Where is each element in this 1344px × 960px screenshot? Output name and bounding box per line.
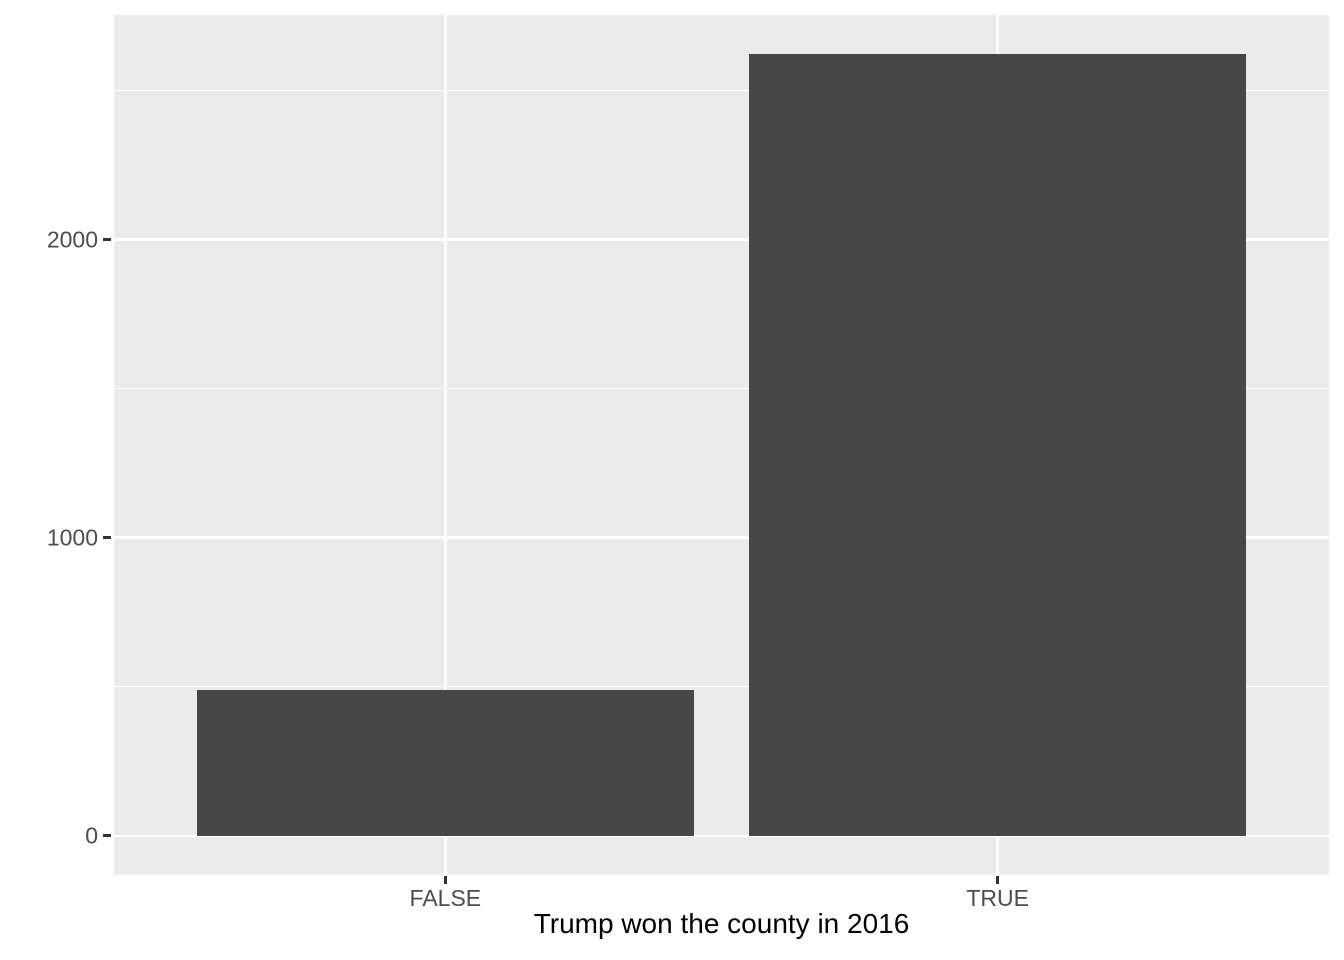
gridline-minor bbox=[114, 387, 1329, 390]
y-axis-tick bbox=[103, 834, 111, 838]
bar-false bbox=[196, 689, 694, 836]
x-axis-tick bbox=[443, 876, 447, 884]
gridline-major bbox=[114, 834, 1329, 838]
gridline-major bbox=[114, 536, 1329, 540]
bar-true bbox=[749, 54, 1247, 836]
gridline-minor bbox=[114, 686, 1329, 688]
y-tick-label: 2000 bbox=[46, 226, 98, 253]
x-tick-label: FALSE bbox=[409, 885, 482, 911]
gridline-major-vertical bbox=[444, 15, 447, 875]
gridline-minor bbox=[114, 89, 1329, 92]
x-axis-tick bbox=[996, 876, 1000, 884]
y-tick-label: 0 bbox=[85, 822, 98, 849]
y-tick-label: 1000 bbox=[46, 524, 98, 551]
y-axis-tick bbox=[103, 238, 111, 242]
y-axis-tick bbox=[103, 536, 111, 540]
x-tick-label: TRUE bbox=[966, 885, 1029, 911]
plot-panel bbox=[114, 15, 1329, 875]
x-axis-title: Trump won the county in 2016 bbox=[533, 908, 910, 939]
gridline-major bbox=[114, 238, 1329, 241]
